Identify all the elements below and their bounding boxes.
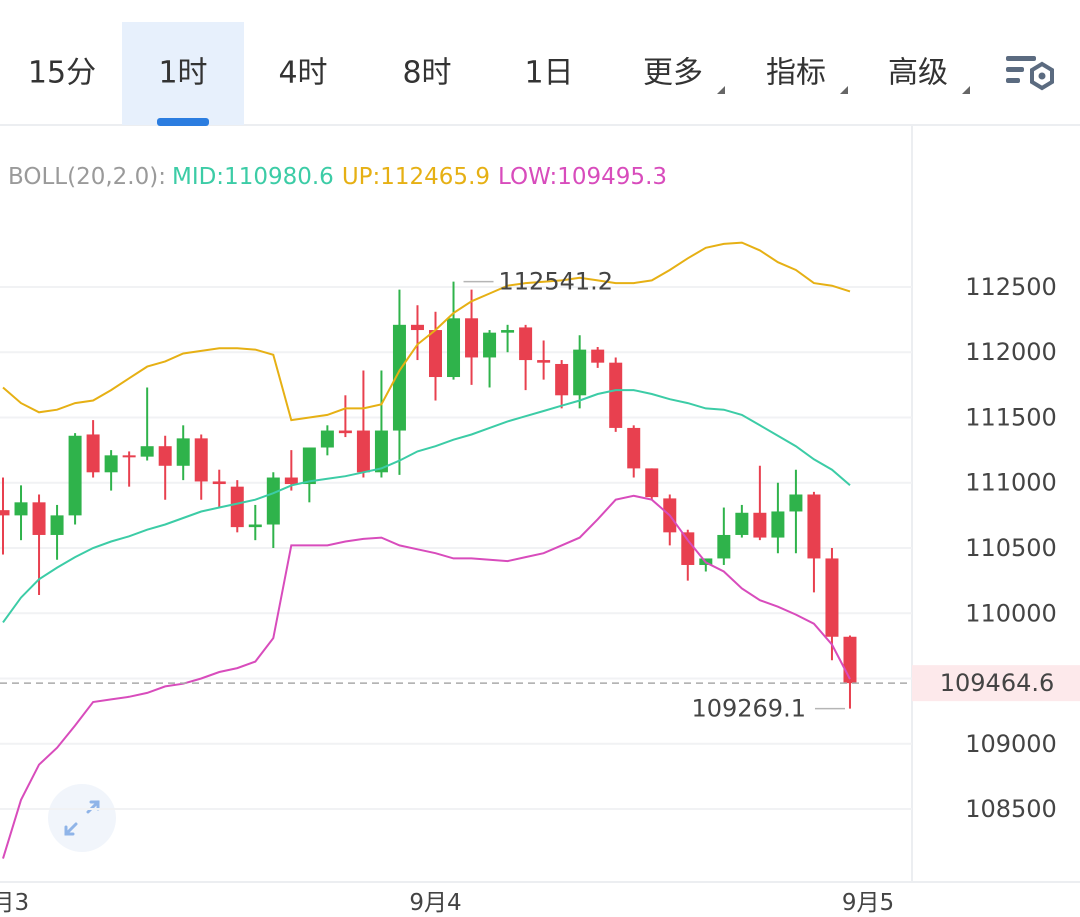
- tab[interactable]: 更多: [643, 56, 703, 91]
- tab[interactable]: 高级: [888, 56, 948, 91]
- candle-body: [609, 362, 623, 428]
- dropdown-caret: [717, 86, 725, 94]
- candle-body: [717, 534, 731, 559]
- candle-body: [266, 477, 280, 525]
- expand-icon: [64, 800, 100, 836]
- candle-body: [338, 430, 352, 434]
- legend-value: 112465.9: [380, 164, 490, 190]
- candle-body: [573, 349, 587, 396]
- icon-bar: [1006, 67, 1024, 72]
- candle-body: [753, 512, 767, 538]
- icon-gear: [1030, 61, 1054, 91]
- candle-body: [447, 318, 461, 378]
- boll-line: [2, 241, 851, 422]
- price-label: 109464.6: [940, 669, 1055, 697]
- y-tick-label: 111500: [965, 403, 1057, 431]
- legend-value: 109495.3: [557, 164, 667, 190]
- x-tick-label: 9月3: [0, 890, 29, 916]
- boll-line: [2, 389, 851, 623]
- candle-body: [645, 468, 659, 498]
- candle-body: [212, 481, 226, 485]
- y-tick-label: 112000: [965, 338, 1057, 366]
- candle-body: [410, 324, 424, 331]
- candle-body: [86, 434, 100, 473]
- candle-body: [302, 447, 316, 485]
- candle-body: [68, 435, 82, 516]
- candle-body: [230, 486, 244, 528]
- legend-name: UP:: [342, 164, 380, 190]
- tab[interactable]: 指标: [766, 56, 826, 91]
- x-tick-label: 9月5: [842, 890, 894, 916]
- y-tick-label: 108500: [965, 795, 1057, 823]
- candle-body: [248, 524, 262, 528]
- candle-body: [104, 455, 118, 473]
- max-marker-label: 112541.2: [499, 268, 614, 296]
- candle-body: [176, 438, 190, 466]
- y-tick-label: 109000: [965, 730, 1057, 758]
- icon-bar: [1006, 56, 1036, 61]
- candle-body: [501, 330, 515, 333]
- candle-body: [555, 363, 569, 396]
- candle-body: [735, 512, 749, 535]
- candle-body: [374, 430, 388, 473]
- legend-name: MID:: [172, 164, 224, 190]
- candle-body: [392, 324, 406, 431]
- candle-body: [194, 438, 208, 482]
- tab[interactable]: 4时: [278, 56, 327, 91]
- candle-body: [483, 332, 497, 358]
- tab[interactable]: 15分: [28, 56, 96, 91]
- candle-body: [429, 330, 442, 378]
- y-tick-label: 111000: [965, 469, 1057, 497]
- legend-value: 110980.6: [224, 164, 334, 190]
- dropdown-caret: [840, 86, 848, 94]
- tab[interactable]: 1时: [158, 56, 207, 91]
- min-marker-label: 109269.1: [691, 695, 806, 723]
- expand-button[interactable]: [48, 784, 116, 852]
- y-tick-label: 110000: [965, 599, 1057, 627]
- active-tab-bg: [122, 22, 244, 125]
- settings-icon[interactable]: [1006, 56, 1054, 91]
- expand-bg: [48, 784, 116, 852]
- candle-body: [356, 430, 370, 473]
- candle-body: [591, 349, 605, 363]
- price-label-bg: [912, 665, 1080, 702]
- candle-body: [158, 446, 172, 466]
- candle-body: [519, 327, 533, 361]
- tab[interactable]: 8时: [402, 56, 451, 91]
- candle-body: [771, 511, 785, 538]
- candle-body: [122, 455, 136, 458]
- candle-body: [14, 502, 28, 516]
- legend-name: LOW:: [498, 164, 557, 190]
- candle-body: [32, 502, 46, 535]
- candle-body: [50, 515, 64, 535]
- dropdown-caret: [962, 86, 970, 94]
- tab[interactable]: 1日: [524, 56, 573, 91]
- x-tick-label: 9月4: [409, 890, 461, 916]
- candle-body: [681, 532, 695, 565]
- icon-gear-center: [1038, 72, 1046, 80]
- candle-body: [465, 318, 479, 358]
- candle-body: [320, 430, 334, 448]
- candle-body: [537, 360, 551, 363]
- candle-body: [807, 494, 821, 559]
- candle-body: [843, 636, 857, 684]
- indicator-label: BOLL(20,2.0):: [8, 164, 166, 190]
- candle-body: [0, 510, 10, 516]
- boll-line: [2, 494, 851, 859]
- candle-body: [284, 477, 298, 485]
- candle-body: [789, 494, 803, 512]
- candle-body: [627, 427, 641, 469]
- active-tab-indicator: [157, 118, 209, 126]
- candle-body: [140, 446, 154, 457]
- candle-body: [825, 558, 839, 637]
- icon-bar: [1006, 78, 1020, 83]
- y-tick-label: 110500: [965, 534, 1057, 562]
- y-tick-label: 112500: [965, 273, 1057, 301]
- legend: BOLL(20,2.0): MID:110980.6 UP:112465.9 LOW:…: [8, 164, 667, 190]
